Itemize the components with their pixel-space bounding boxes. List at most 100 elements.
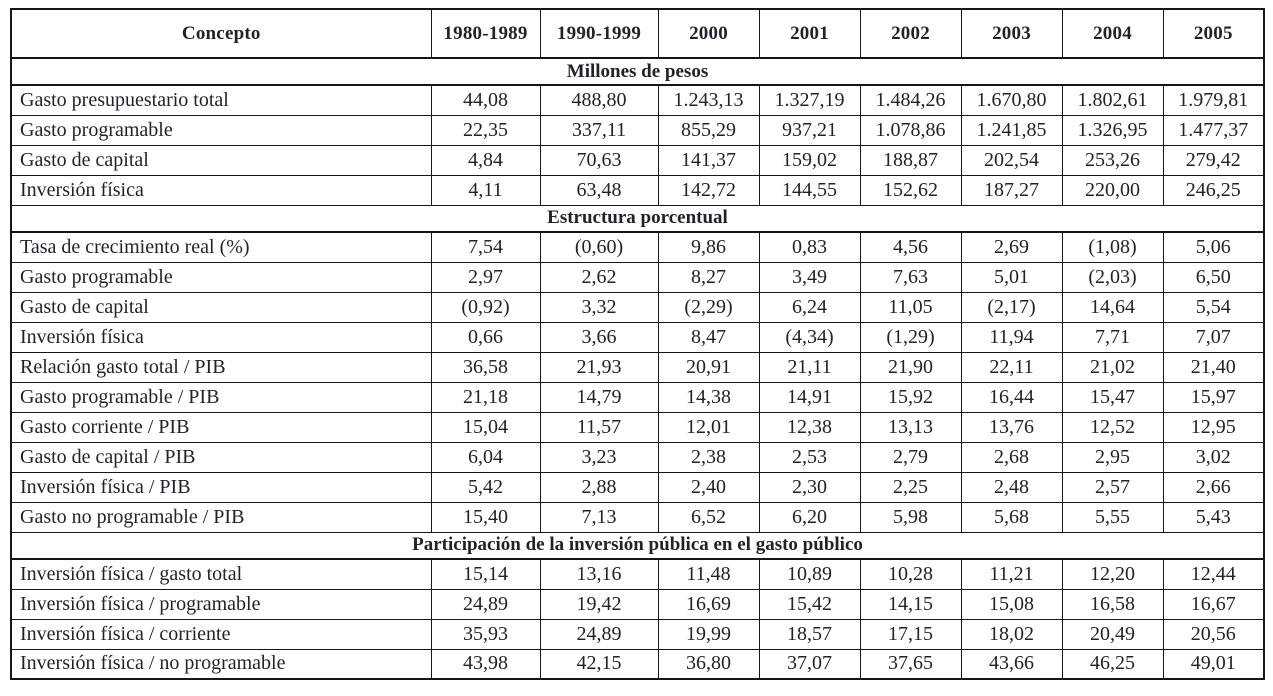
column-header-2003: 2003 — [960, 8, 1063, 59]
value-cell: 3,02 — [1162, 441, 1265, 473]
value-cell: 5,43 — [1162, 501, 1265, 533]
value-cell: 8,27 — [657, 261, 760, 293]
value-cell: 5,98 — [859, 501, 962, 533]
value-cell: 7,71 — [1061, 321, 1164, 353]
value-cell: 6,50 — [1162, 261, 1265, 293]
value-cell: 152,62 — [859, 174, 962, 206]
value-cell: 7,13 — [539, 501, 659, 533]
value-cell: 7,63 — [859, 261, 962, 293]
row-label: Relación gasto total / PIB — [10, 351, 432, 383]
value-cell: 7,54 — [430, 231, 541, 263]
value-cell: (4,34) — [758, 321, 861, 353]
value-cell: 2,95 — [1061, 441, 1164, 473]
value-cell: 10,89 — [758, 558, 861, 590]
value-cell: (2,03) — [1061, 261, 1164, 293]
value-cell: 16,67 — [1162, 588, 1265, 620]
value-cell: 2,69 — [960, 231, 1063, 263]
value-cell: 7,07 — [1162, 321, 1265, 353]
row-label: Gasto de capital — [10, 144, 432, 176]
value-cell: 12,44 — [1162, 558, 1265, 590]
column-header-concepto: Concepto — [10, 8, 432, 59]
section-row-millones-de-pesos: Millones de pesos — [10, 57, 1265, 86]
value-cell: 2,57 — [1061, 471, 1164, 503]
value-cell: 220,00 — [1061, 174, 1164, 206]
value-cell: 15,08 — [960, 588, 1063, 620]
table-row: Gasto no programable / PIB 15,40 7,13 6,52 6… — [10, 501, 1265, 533]
value-cell: 49,01 — [1162, 648, 1265, 680]
value-cell: (1,29) — [859, 321, 962, 353]
value-cell: 937,21 — [758, 114, 861, 146]
column-header-2001: 2001 — [758, 8, 861, 59]
value-cell: 36,80 — [657, 648, 760, 680]
table-row: Inversión física / gasto total 15,14 13,16… — [10, 558, 1265, 590]
value-cell: 43,98 — [430, 648, 541, 680]
table-row: Relación gasto total / PIB 36,58 21,93 20,9… — [10, 351, 1265, 383]
value-cell: 15,47 — [1061, 381, 1164, 413]
value-cell: 1.078,86 — [859, 114, 962, 146]
table-row: Gasto de capital (0,92) 3,32 (2,29) 6,24 11,0… — [10, 291, 1265, 323]
value-cell: 1.484,26 — [859, 84, 962, 116]
row-label: Inversión física — [10, 174, 432, 206]
value-cell: 2,97 — [430, 261, 541, 293]
row-label: Inversión física / programable — [10, 588, 432, 620]
value-cell: 19,42 — [539, 588, 659, 620]
row-label: Gasto no programable / PIB — [10, 501, 432, 533]
value-cell: 15,04 — [430, 411, 541, 443]
value-cell: 279,42 — [1162, 144, 1265, 176]
value-cell: 14,38 — [657, 381, 760, 413]
column-header-2002: 2002 — [859, 8, 962, 59]
value-cell: (1,08) — [1061, 231, 1164, 263]
value-cell: 2,66 — [1162, 471, 1265, 503]
value-cell: 42,15 — [539, 648, 659, 680]
value-cell: 19,99 — [657, 618, 760, 650]
value-cell: 14,64 — [1061, 291, 1164, 323]
value-cell: 2,68 — [960, 441, 1063, 473]
value-cell: 0,83 — [758, 231, 861, 263]
value-cell: 488,80 — [539, 84, 659, 116]
table-row: Gasto de capital / PIB 6,04 3,23 2,38 2,53 2,… — [10, 441, 1265, 473]
value-cell: 5,54 — [1162, 291, 1265, 323]
value-cell: 12,95 — [1162, 411, 1265, 443]
section-row-participaci-n-de-la-inversi-n-p-blica-en-el-gasto-p-blico: Participación de la inversión pública en… — [10, 531, 1265, 560]
value-cell: 246,25 — [1162, 174, 1265, 206]
value-cell: 14,91 — [758, 381, 861, 413]
section-title: Millones de pesos — [10, 57, 1265, 86]
value-cell: 1.802,61 — [1061, 84, 1164, 116]
table-row: Inversión física / corriente 35,93 24,89 19… — [10, 618, 1265, 650]
value-cell: 4,11 — [430, 174, 541, 206]
value-cell: 9,86 — [657, 231, 760, 263]
value-cell: 20,56 — [1162, 618, 1265, 650]
value-cell: 21,11 — [758, 351, 861, 383]
value-cell: 13,76 — [960, 411, 1063, 443]
table-row: Gasto corriente / PIB 15,04 11,57 12,01 12,3… — [10, 411, 1265, 443]
value-cell: 188,87 — [859, 144, 962, 176]
value-cell: 144,55 — [758, 174, 861, 206]
value-cell: 3,32 — [539, 291, 659, 323]
row-label: Inversión física — [10, 321, 432, 353]
value-cell: 16,44 — [960, 381, 1063, 413]
value-cell: 13,13 — [859, 411, 962, 443]
table-row: Gasto presupuestario total 44,08 488,80 1.2… — [10, 84, 1265, 116]
value-cell: 15,97 — [1162, 381, 1265, 413]
value-cell: 21,90 — [859, 351, 962, 383]
value-cell: 1.326,95 — [1061, 114, 1164, 146]
value-cell: 5,42 — [430, 471, 541, 503]
value-cell: 12,01 — [657, 411, 760, 443]
column-header-1990-1999: 1990-1999 — [539, 8, 659, 59]
value-cell: 4,56 — [859, 231, 962, 263]
table-row: Gasto de capital 4,84 70,63 141,37 159,02 188… — [10, 144, 1265, 176]
value-cell: 11,48 — [657, 558, 760, 590]
value-cell: 17,15 — [859, 618, 962, 650]
value-cell: 2,25 — [859, 471, 962, 503]
value-cell: 2,53 — [758, 441, 861, 473]
row-label: Inversión física / corriente — [10, 618, 432, 650]
row-label: Gasto programable — [10, 261, 432, 293]
table-row: Gasto programable 22,35 337,11 855,29 937,21… — [10, 114, 1265, 146]
value-cell: 2,40 — [657, 471, 760, 503]
value-cell: 15,42 — [758, 588, 861, 620]
value-cell: 4,84 — [430, 144, 541, 176]
value-cell: 18,57 — [758, 618, 861, 650]
value-cell: 202,54 — [960, 144, 1063, 176]
value-cell: (0,92) — [430, 291, 541, 323]
